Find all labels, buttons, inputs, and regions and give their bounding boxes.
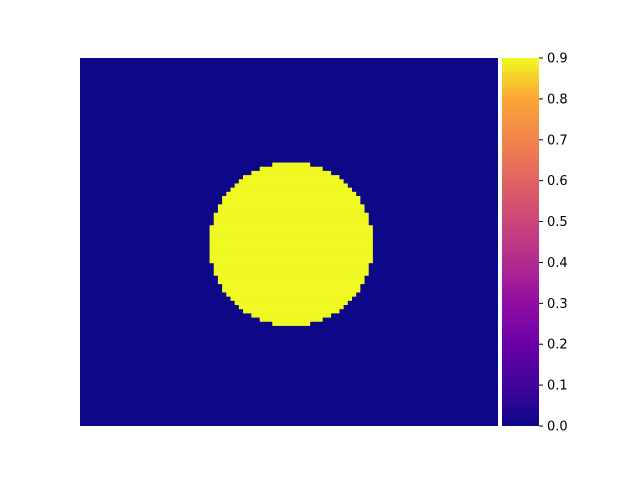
heatmap-disc-cells [230,296,352,301]
heatmap-disc-cells [213,267,369,272]
colorbar-tick-label: 0.2 [547,338,568,353]
heatmap-disc-cells [217,204,365,209]
colorbar-tick-label: 0.0 [547,420,568,435]
heatmap-image [80,58,498,426]
heatmap-disc-cells [238,304,344,310]
heatmap-disc-cells [243,308,340,314]
heatmap-disc-cells [251,170,332,176]
heatmap-disc-cells [243,175,340,180]
heatmap-disc-cells [222,283,361,289]
heatmap-disc-cells [213,271,369,276]
heatmap-disc-cells [238,179,344,184]
heatmap-disc-cells [209,242,373,247]
colorbar-tick-label: 0.6 [547,174,568,189]
heatmap-disc-cells [217,279,365,285]
heatmap-disc-cells [213,221,369,226]
colorbar-gradient [502,58,539,426]
heatmap-disc-cells [234,183,348,188]
heatmap-disc-cells [272,321,311,326]
heatmap-disc-cells [213,262,369,268]
heatmap-disc-cells [209,233,373,239]
heatmap-disc-cells [209,237,373,243]
heatmap-disc-cells [209,225,373,230]
heatmap-disc-cells [222,196,361,201]
colorbar-tick-label: 0.1 [547,379,568,394]
heatmap-disc-cells [222,288,361,293]
heatmap-disc-cells [251,313,332,318]
heatmap-disc-cells [226,191,357,197]
heatmap-disc-cells [209,254,373,260]
heatmap-disc-cells [234,300,348,306]
colorbar: 0.0 0.1 0.2 0.3 0.4 0.5 0.6 0.7 0.8 0.9 [502,52,568,435]
colorbar-tick-label: 0.3 [547,297,568,312]
heatmap-disc-cells [209,258,373,264]
heatmap-disc-cells [217,275,365,280]
colorbar-tick-label: 0.4 [547,256,568,271]
heatmap-disc-cells [272,162,311,168]
heatmap-disc-cells [259,166,323,172]
heatmap-disc-cells [226,292,357,297]
colorbar-tick-label: 0.5 [547,215,568,230]
heatmap-disc-cells [209,229,373,234]
heatmap-disc-cells [222,200,361,205]
colorbar-tick-label: 0.9 [547,52,568,67]
colorbar-tick-label: 0.7 [547,133,568,148]
heatmap-disc-cells [217,208,365,214]
heatmap-disc-cells [209,250,373,255]
heatmap-disc-cells [259,317,323,322]
colorbar-tick-label: 0.8 [547,92,568,107]
heatmap-disc-cells [230,187,352,193]
heatmap-disc-cells [213,216,369,222]
heatmap-disc-cells [209,246,373,251]
colorbar-ticks: 0.0 0.1 0.2 0.3 0.4 0.5 0.6 0.7 0.8 0.9 [539,52,568,435]
heatmap-disc-cells [213,212,369,218]
